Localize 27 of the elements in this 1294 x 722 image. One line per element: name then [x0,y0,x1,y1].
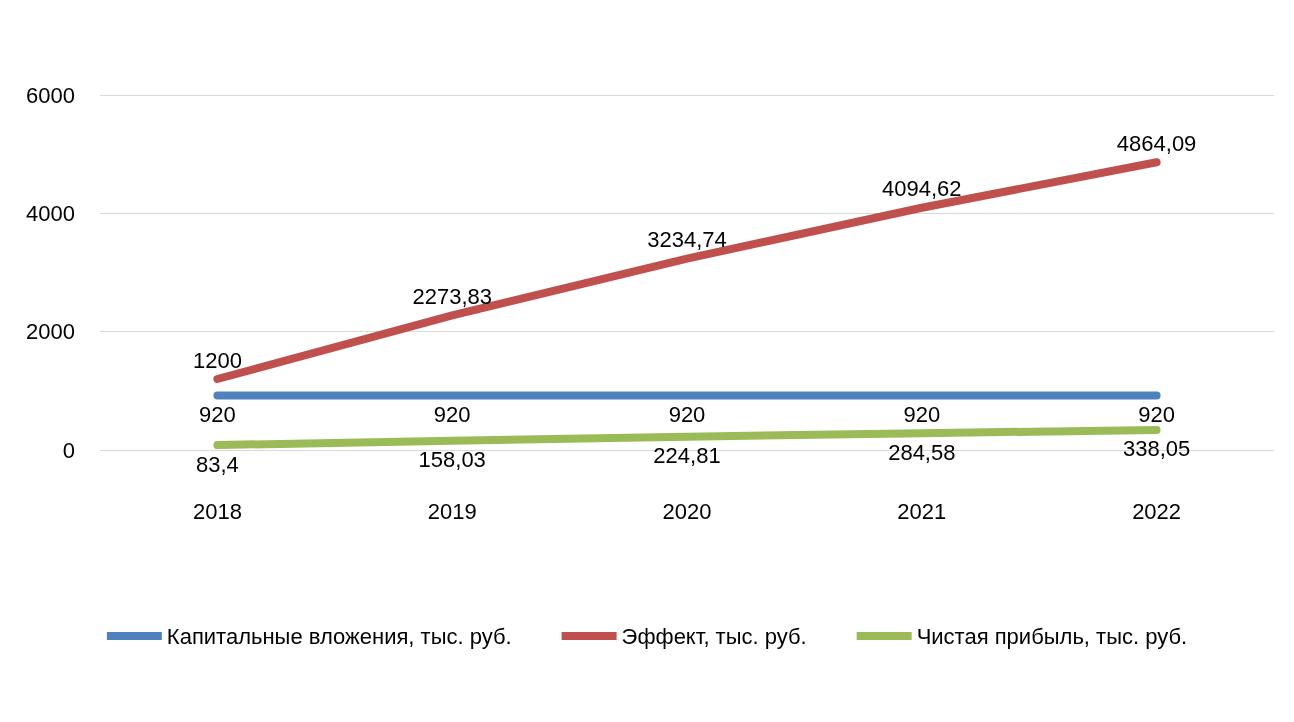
data-label: 284,58 [888,439,956,465]
y-tick-label: 0 [62,437,75,463]
data-label: 4864,09 [1116,130,1197,156]
data-label: 2273,83 [412,283,492,309]
data-label: 338,05 [1122,436,1191,462]
x-tick-label: 2021 [897,498,947,524]
data-label: 3234,74 [647,227,727,253]
y-tick-label: 4000 [26,200,75,226]
data-label: 1200 [192,347,242,373]
x-tick-label: 2022 [1132,498,1182,524]
data-label: 4094,62 [882,176,962,202]
data-label: 920 [903,402,941,428]
data-label: 224,81 [653,443,721,469]
legend-label: Капитальные вложения, тыс. руб. [166,623,512,649]
x-tick-label: 2019 [427,498,477,524]
x-tick-label: 2020 [662,498,712,524]
x-tick-label: 2018 [192,498,242,524]
data-label: 920 [668,402,706,428]
data-label: 83,4 [195,451,239,477]
data-label: 920 [433,402,471,428]
y-tick-label: 2000 [26,319,75,345]
data-label: 920 [1138,402,1175,428]
data-label: 158,03 [418,447,486,473]
legend-label: Эффект, тыс. руб. [621,623,807,649]
data-label: 920 [199,402,236,428]
y-tick-label: 6000 [26,82,75,108]
legend-label: Чистая прибыль, тыс. руб. [916,623,1188,649]
